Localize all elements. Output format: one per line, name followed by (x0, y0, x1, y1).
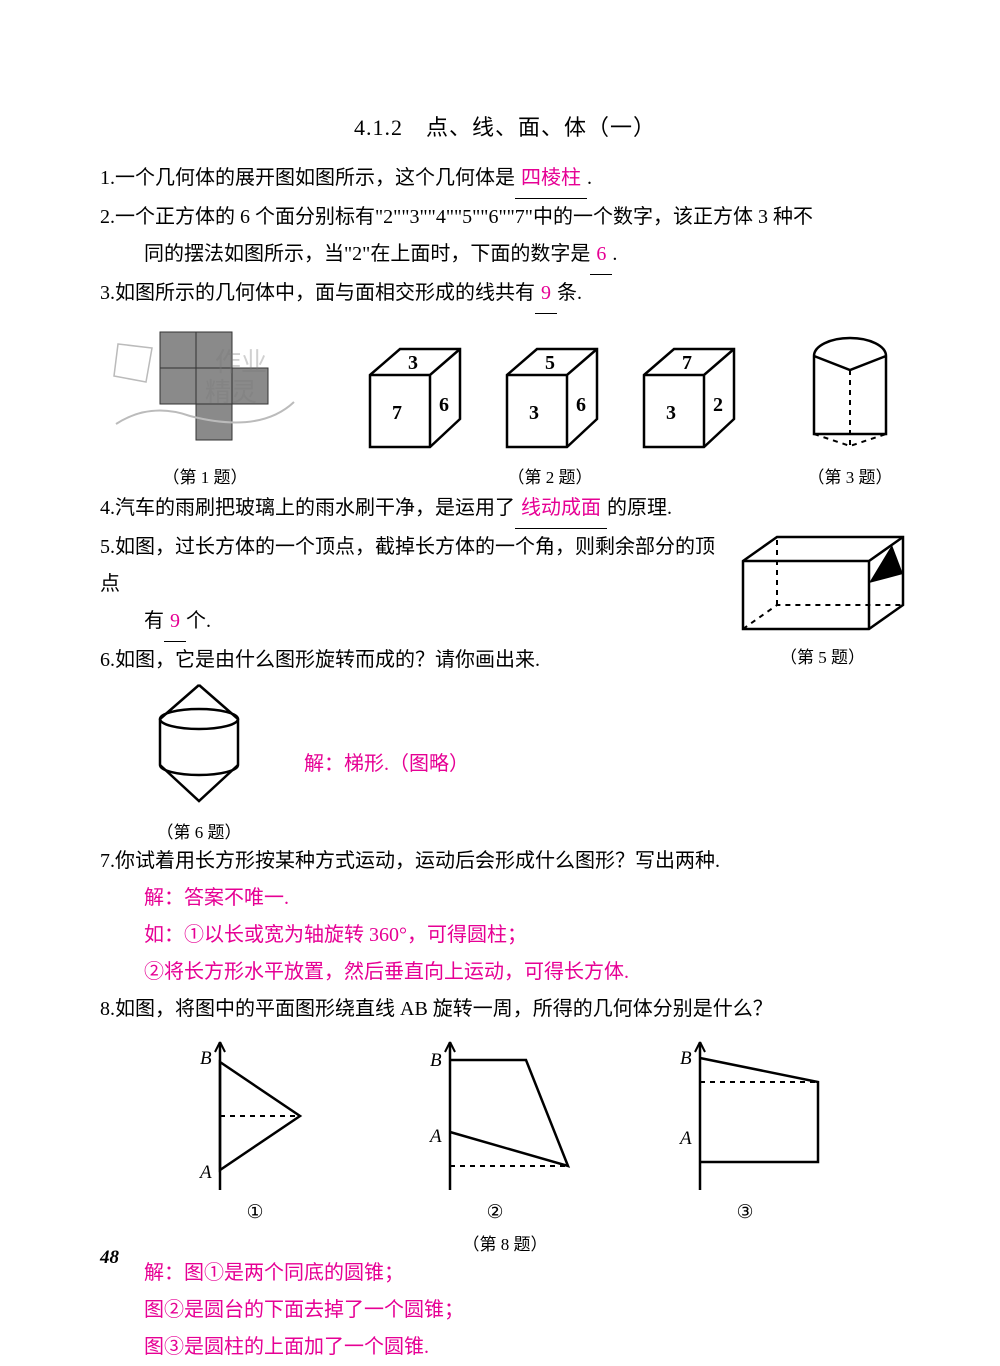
cuboid-cut (735, 529, 910, 639)
q4-pre: 汽车的雨刷把玻璃上的雨水刷干净，是运用了 (115, 497, 515, 519)
q1: 1.一个几何体的展开图如图所示，这个几何体是四棱柱. (100, 160, 910, 199)
q4-num: 4. (100, 497, 115, 519)
q6-figure (144, 679, 254, 809)
figure-row-1: 作业 精灵 （第 1 题） 3 7 6 (100, 324, 910, 488)
q5-pre2: 有 (144, 610, 164, 632)
fig-q2-caption: （第 2 题） (356, 463, 745, 488)
q2-text2: 同的摆法如图所示，当"2"在上面时，下面的数字是 (144, 243, 590, 265)
q8-fig3: B A (660, 1036, 830, 1196)
q3-post: 条. (557, 282, 582, 304)
cut-corner (869, 545, 903, 583)
q8-fig2-B: B (430, 1050, 442, 1071)
q8-fig3-A: A (678, 1128, 692, 1149)
fig-q2: 3 7 6 5 3 6 (356, 339, 745, 488)
q8-ans1: 解：图①是两个同底的圆锥； (100, 1255, 910, 1292)
cube2-right: 6 (576, 394, 586, 416)
q3-answer: 9 (535, 275, 557, 314)
q8-caption: （第 8 题） (100, 1230, 910, 1255)
q6-text: 如图，它是由什么图形旋转而成的？请你画出来. (115, 649, 540, 671)
q3-pre: 如图所示的几何体中，面与面相交形成的线共有 (115, 282, 535, 304)
q6-row: （第 6 题） 解：梯形.（图略） (100, 679, 910, 843)
q1-num: 1. (100, 167, 115, 189)
fig-q5: （第 5 题） (735, 529, 910, 668)
q4-post: 的原理. (607, 497, 672, 519)
q8: 8.如图，将图中的平面图形绕直线 AB 旋转一周，所得的几何体分别是什么？ (100, 991, 910, 1028)
q8-fig2-A: A (428, 1126, 442, 1147)
cube1-top: 3 (408, 352, 418, 374)
q1-post: . (587, 167, 592, 189)
q8-fig1-A: A (198, 1162, 212, 1183)
q7: 7.你试着用长方形按某种方式运动，运动后会形成什么图形？写出两种. (100, 843, 910, 880)
fig-q5-caption: （第 5 题） (780, 643, 865, 668)
q5-answer: 9 (164, 603, 186, 642)
q7-num: 7. (100, 850, 115, 872)
fig-q3-caption: （第 3 题） (800, 463, 900, 488)
cube-1: 3 7 6 (356, 339, 471, 459)
q8-fig3-B: B (680, 1048, 692, 1069)
cube3-right: 2 (713, 394, 723, 416)
q8-fig1: B A (180, 1036, 330, 1196)
q7-text: 你试着用长方形按某种方式运动，运动后会形成什么图形？写出两种. (115, 850, 720, 872)
fig-q3: （第 3 题） (800, 324, 900, 488)
cube1-right: 6 (439, 394, 449, 416)
q3-num: 3. (100, 282, 115, 304)
q2-post: . (612, 243, 617, 265)
q2-num: 2. (100, 206, 115, 228)
cube2-left: 3 (529, 402, 539, 424)
q2-text1: 一个正方体的 6 个面分别标有"2""3""4""5""6""7"中的一个数字，… (115, 206, 813, 228)
prism-diagram (800, 324, 900, 454)
cube-2: 5 3 6 (493, 339, 608, 459)
q8-text: 如图，将图中的平面图形绕直线 AB 旋转一周，所得的几何体分别是什么？ (115, 998, 773, 1020)
cube-3: 7 3 2 (630, 339, 745, 459)
q7-ans2: 如：①以长或宽为轴旋转 360°，可得圆柱； (100, 917, 910, 954)
q8-fig2: B A (410, 1036, 580, 1196)
cube3-top: 7 (682, 352, 692, 374)
cube1-left: 7 (392, 402, 402, 424)
q3: 3.如图所示的几何体中，面与面相交形成的线共有9条. (100, 275, 910, 314)
q7-ans1: 解：答案不唯一. (100, 880, 910, 917)
q8-sub3: ③ (660, 1201, 830, 1224)
q5-post2: 个. (186, 610, 211, 632)
fig-q1-caption: （第 1 题） (110, 463, 300, 488)
page: 4.1.2 点、线、面、体（一） 1.一个几何体的展开图如图所示，这个几何体是四… (0, 0, 1000, 1311)
q2-line2: 同的摆法如图所示，当"2"在上面时，下面的数字是6. (100, 236, 910, 275)
cube3-left: 3 (666, 402, 676, 424)
q8-sub2: ② (410, 1201, 580, 1224)
q2-answer: 6 (590, 236, 612, 275)
cube2-top: 5 (545, 352, 555, 374)
q6-answer: 解：梯形.（图略） (304, 747, 469, 776)
q5-text1: 如图，过长方体的一个顶点，截掉长方体的一个角，则剩余部分的顶点 (100, 536, 715, 595)
q8-num: 8. (100, 998, 115, 1020)
q4: 4.汽车的雨刷把玻璃上的雨水刷干净，是运用了线动成面的原理. (100, 490, 910, 529)
fig-q6-caption: （第 6 题） (144, 818, 254, 843)
q6-num: 6. (100, 649, 115, 671)
q8-fig1-B: B (200, 1048, 212, 1069)
watermark-2: 精灵 (205, 372, 257, 409)
q8-ans3: 图③是圆柱的上面加了一个圆锥. (100, 1329, 910, 1366)
q1-answer: 四棱柱 (515, 160, 587, 199)
q8-sub1: ① (180, 1201, 330, 1224)
q4-answer: 线动成面 (515, 490, 607, 529)
q7-ans3: ②将长方形水平放置，然后垂直向上运动，可得长方体. (100, 954, 910, 991)
section-title: 4.1.2 点、线、面、体（一） (100, 110, 910, 142)
q2-line1: 2.一个正方体的 6 个面分别标有"2""3""4""5""6""7"中的一个数… (100, 199, 910, 236)
q5-num: 5. (100, 536, 115, 558)
q1-pre: 一个几何体的展开图如图所示，这个几何体是 (115, 167, 515, 189)
fig-q1: 作业 精灵 （第 1 题） (110, 324, 300, 488)
page-number: 48 (100, 1247, 119, 1269)
q8-figures: B A ① B A ② B A (100, 1028, 910, 1224)
